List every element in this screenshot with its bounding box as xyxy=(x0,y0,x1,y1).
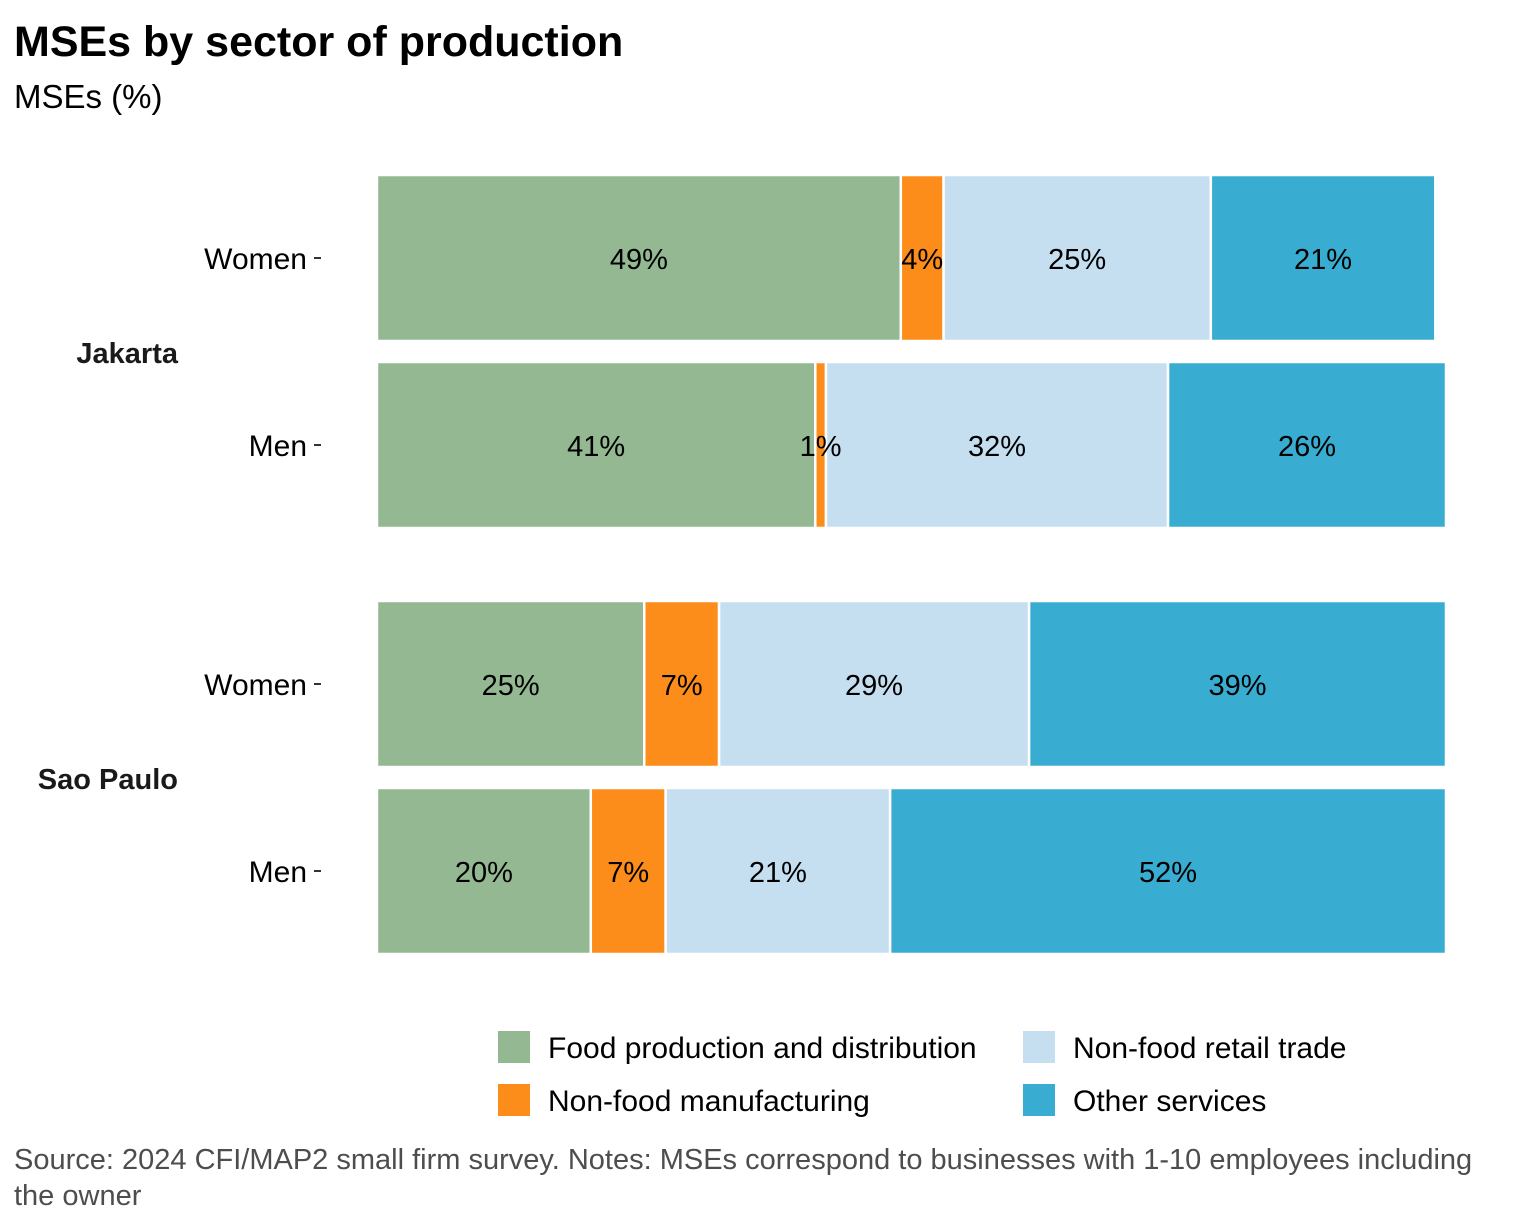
bar-segment-sao-paulo-men-food-production-and-distribution xyxy=(375,786,593,956)
data-label-jakarta-men-food-production-and-distribution: 41% xyxy=(567,431,625,463)
y-tick-label-jakarta-women: Women xyxy=(204,243,307,276)
bar-segment-sao-paulo-men-other-services xyxy=(888,786,1448,956)
bar-segment-jakarta-women-other-services xyxy=(1209,173,1437,343)
group-label-jakarta: Jakarta xyxy=(76,338,178,370)
bar-segment-sao-paulo-women-non-food-retail-trade xyxy=(717,599,1031,769)
bar-segment-jakarta-men-other-services xyxy=(1166,360,1448,530)
legend-key-non-food-manufacturing xyxy=(498,1084,530,1116)
data-label-jakarta-men-other-services: 26% xyxy=(1278,431,1336,463)
legend-key-other-services xyxy=(1023,1084,1055,1116)
data-label-sao-paulo-women-food-production-and-distribution: 25% xyxy=(482,670,540,702)
data-label-sao-paulo-women-non-food-retail-trade: 29% xyxy=(845,670,903,702)
bar-segment-jakarta-women-non-food-retail-trade xyxy=(942,173,1213,343)
bar-segment-sao-paulo-men-non-food-manufacturing xyxy=(589,786,667,956)
data-label-sao-paulo-men-other-services: 52% xyxy=(1139,857,1197,889)
source-note: Source: 2024 CFI/MAP2 small firm survey.… xyxy=(14,1144,1473,1212)
bar-segment-sao-paulo-women-food-production-and-distribution xyxy=(375,599,646,769)
legend-label-non-food-manufacturing: Non-food manufacturing xyxy=(548,1085,870,1118)
chart-title: MSEs by sector of production xyxy=(14,18,624,66)
group-label-sao-paulo: Sao Paulo xyxy=(38,764,178,796)
data-label-jakarta-women-non-food-retail-trade: 25% xyxy=(1048,244,1106,276)
bar-segment-jakarta-men-non-food-retail-trade xyxy=(824,360,1170,530)
legend-label-non-food-retail-trade: Non-food retail trade xyxy=(1073,1032,1347,1065)
legend-key-non-food-retail-trade xyxy=(1023,1031,1055,1063)
data-label-jakarta-women-food-production-and-distribution: 49% xyxy=(610,244,668,276)
y-tick-label-sao-paulo-men: Men xyxy=(249,856,307,889)
data-label-sao-paulo-women-other-services: 39% xyxy=(1209,670,1267,702)
y-tick-label-jakarta-men: Men xyxy=(249,430,307,463)
data-label-jakarta-women-non-food-manufacturing: 4% xyxy=(901,244,943,276)
data-label-jakarta-women-other-services: 21% xyxy=(1294,244,1352,276)
data-label-jakarta-men-non-food-retail-trade: 32% xyxy=(968,431,1026,463)
chart-subtitle: MSEs (%) xyxy=(14,78,163,115)
bar-segment-jakarta-women-food-production-and-distribution xyxy=(375,173,903,343)
data-label-sao-paulo-women-non-food-manufacturing: 7% xyxy=(661,670,703,702)
data-label-sao-paulo-men-non-food-manufacturing: 7% xyxy=(607,857,649,889)
bar-segment-sao-paulo-women-other-services xyxy=(1027,599,1448,769)
legend-label-food-production-and-distribution: Food production and distribution xyxy=(548,1032,977,1065)
data-label-sao-paulo-men-food-production-and-distribution: 20% xyxy=(455,857,513,889)
bar-segment-sao-paulo-women-non-food-manufacturing xyxy=(643,599,721,769)
data-label-sao-paulo-men-non-food-retail-trade: 21% xyxy=(749,857,807,889)
bar-segment-jakarta-women-non-food-manufacturing xyxy=(899,173,945,343)
bar-segment-sao-paulo-men-non-food-retail-trade xyxy=(664,786,892,956)
legend-key-food-production-and-distribution xyxy=(498,1031,530,1063)
legend-label-other-services: Other services xyxy=(1073,1085,1266,1118)
data-label-jakarta-men-non-food-manufacturing: 1% xyxy=(800,431,842,463)
y-tick-label-sao-paulo-women: Women xyxy=(204,669,307,702)
